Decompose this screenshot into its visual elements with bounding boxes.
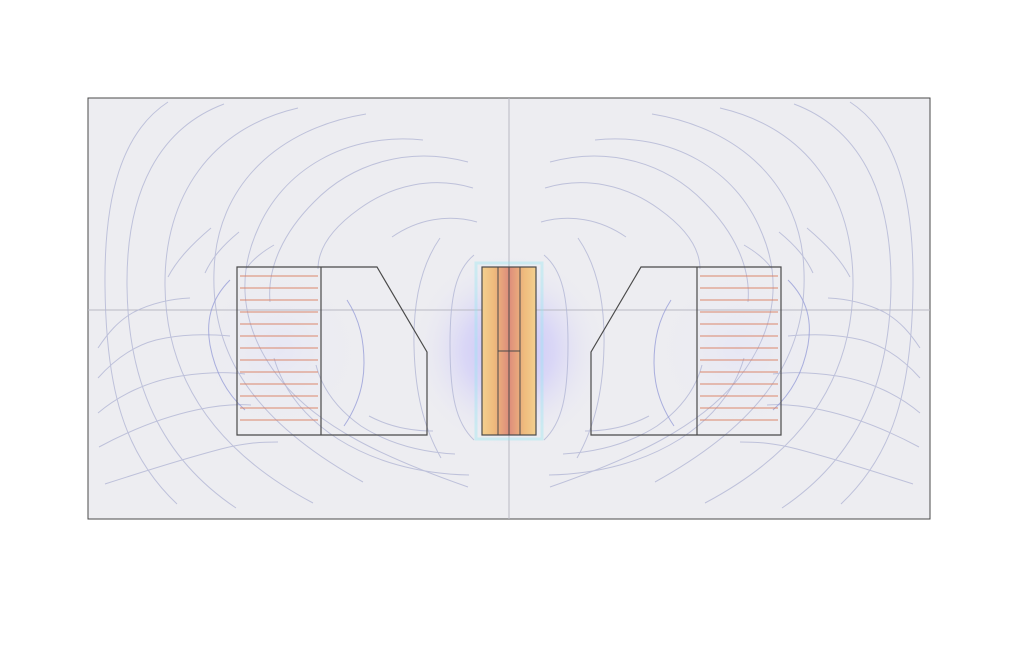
field-lines [97, 101, 921, 509]
right-coil-current-lines [700, 275, 778, 421]
central-conductor-segments [497, 267, 521, 435]
central-conductor-halo [474, 261, 544, 441]
left-coil-current-lines [240, 275, 318, 421]
magnetic-core-outlines [236, 266, 782, 436]
stronger-field-lines [208, 279, 810, 427]
